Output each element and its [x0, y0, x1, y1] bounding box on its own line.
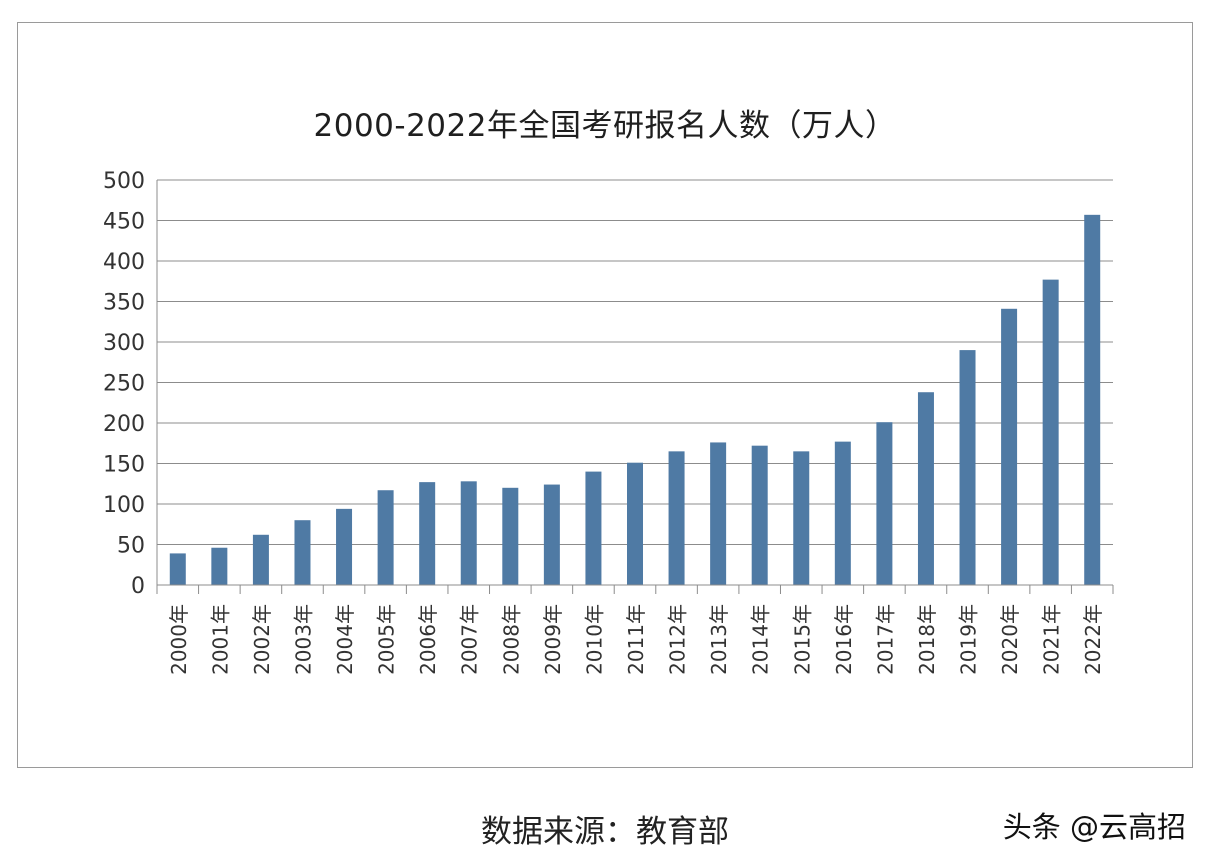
- bar-2003年: [294, 520, 311, 585]
- chart-frame: [17, 22, 1193, 768]
- x-tick-labels: 2000年 2001年 2002年 2003年 2004年 2005年 2006年 2007年…: [167, 604, 1105, 675]
- x-tick-label: 2010年: [582, 604, 606, 675]
- bar-2007年: [460, 481, 477, 585]
- x-tick-label: 2005年: [375, 604, 399, 675]
- bar-2000年: [169, 553, 186, 585]
- y-tick-label: 300: [103, 331, 145, 356]
- bar-2001年: [211, 547, 228, 585]
- y-tick-label: 100: [103, 493, 145, 518]
- bar-2010年: [585, 471, 602, 585]
- x-tick-label: 2013年: [707, 604, 731, 675]
- y-tick-label: 250: [103, 372, 145, 397]
- bars: [169, 214, 1101, 585]
- x-tick-label: 2009年: [541, 604, 565, 675]
- bar-2014年: [751, 445, 768, 585]
- x-tick-label: 2002年: [250, 604, 274, 675]
- chart-title: 2000-2022年全国考研报名人数（万人）: [313, 108, 897, 144]
- x-tick-label: 2000年: [167, 604, 191, 675]
- y-tick-label: 350: [103, 291, 145, 316]
- bar-2018年: [917, 392, 934, 585]
- y-tick-label: 50: [117, 534, 145, 559]
- x-tick-label: 2007年: [458, 604, 482, 675]
- x-tick-label: 2006年: [416, 604, 440, 675]
- x-tick-label: 2014年: [749, 604, 773, 675]
- x-tick-label: 2019年: [957, 604, 981, 675]
- x-tick-label: 2008年: [499, 604, 523, 675]
- bar-2013年: [710, 442, 727, 585]
- x-tick-label: 2004年: [333, 604, 357, 675]
- x-tick-label: 2016年: [832, 604, 856, 675]
- x-tick-label: 2020年: [998, 604, 1022, 675]
- x-tick-label: 2012年: [666, 604, 690, 675]
- bar-2005年: [377, 490, 394, 585]
- x-tick-label: 2018年: [915, 604, 939, 675]
- bar-2011年: [627, 462, 643, 585]
- y-tick-label: 150: [103, 453, 145, 478]
- bar-2006年: [419, 482, 436, 585]
- bar-2004年: [336, 508, 353, 585]
- y-tick-label: 200: [103, 412, 145, 437]
- bar-2017年: [876, 422, 893, 585]
- y-tick-label: 500: [103, 169, 145, 194]
- bar-2015年: [793, 451, 810, 585]
- bar-2012年: [668, 451, 685, 585]
- x-tick-label: 2022年: [1081, 604, 1105, 675]
- x-tick-label: 2003年: [291, 604, 315, 675]
- x-tick-label: 2001年: [208, 604, 232, 675]
- x-tick-label: 2021年: [1040, 604, 1064, 675]
- x-tick-label: 2017年: [873, 604, 897, 675]
- y-tick-label: 0: [131, 574, 145, 599]
- bar-2020年: [1001, 308, 1018, 585]
- bar-2019年: [959, 350, 976, 585]
- axes: [156, 180, 1114, 594]
- bar-2022年: [1084, 214, 1101, 585]
- bar-2009年: [543, 484, 560, 585]
- y-tick-label: 450: [103, 210, 145, 235]
- bar-2021年: [1042, 279, 1059, 585]
- bar-2002年: [252, 534, 269, 585]
- x-tick-label: 2015年: [790, 604, 814, 675]
- watermark: 头条 @云高招: [1002, 810, 1186, 844]
- x-tick-label: 2011年: [624, 604, 648, 675]
- y-tick-label: 400: [103, 250, 145, 275]
- bar-2016年: [834, 441, 851, 585]
- source-note: 数据来源：教育部: [481, 814, 729, 850]
- bar-2008年: [502, 487, 519, 585]
- y-tick-labels: 0 50 100 150 200 250 300 350 400 450 500: [103, 169, 145, 599]
